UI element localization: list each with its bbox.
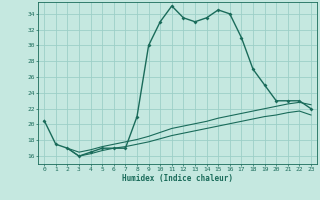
X-axis label: Humidex (Indice chaleur): Humidex (Indice chaleur) (122, 174, 233, 183)
